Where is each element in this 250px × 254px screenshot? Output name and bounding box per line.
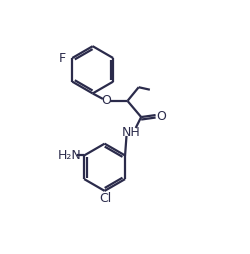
Text: Cl: Cl: [100, 192, 112, 205]
Text: NH: NH: [121, 126, 140, 139]
Text: O: O: [156, 110, 166, 123]
Text: O: O: [102, 94, 111, 107]
Text: F: F: [59, 52, 66, 65]
Text: H₂N: H₂N: [58, 149, 82, 162]
